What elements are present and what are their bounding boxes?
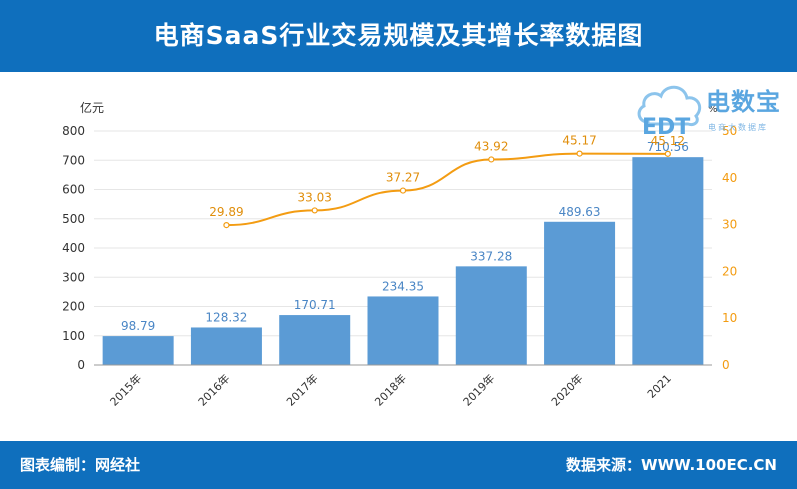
- y2-tick-label: 10: [722, 311, 737, 325]
- bar-value-label: 170.71: [294, 298, 336, 312]
- x-tick-label: 2017年: [283, 371, 320, 408]
- y-tick-label: 400: [62, 241, 85, 255]
- y-tick-label: 0: [77, 358, 85, 372]
- x-tick-label: 2019年: [460, 371, 497, 408]
- growth-line: [226, 152, 668, 227]
- chart-header: 电商SaaS行业交易规模及其增长率数据图: [0, 0, 797, 72]
- y2-tick-label: 40: [722, 171, 737, 185]
- page-title: 电商SaaS行业交易规模及其增长率数据图: [153, 21, 644, 50]
- y-tick-label: 100: [62, 329, 85, 343]
- y-axis-title: 亿元: [80, 100, 104, 115]
- growth-point: [223, 222, 230, 229]
- chart-area: 0 100 200 300 400 500 600 700 800 0 10 20 30 40 50 亿元% 9…: [0, 72, 797, 441]
- y-tick-label: 200: [62, 300, 85, 314]
- cloud-logo-icon: EDT: [637, 85, 702, 140]
- y-tick-label: 700: [62, 153, 85, 167]
- bar-value-label: 710.56: [647, 140, 689, 154]
- chart-footer: 图表编制：网经社 数据来源：WWW.100EC.CN: [0, 441, 797, 489]
- growth-point: [664, 150, 671, 157]
- logo: EDT 电数宝 电商大数据库: [634, 76, 794, 146]
- y2-tick-label: 20: [722, 264, 737, 278]
- logo-brand: 电数宝: [706, 88, 781, 116]
- growth-point: [488, 156, 495, 163]
- growth-point: [576, 150, 583, 157]
- growth-value-label: 33.03: [298, 190, 332, 204]
- logo-mark: EDT: [642, 115, 690, 140]
- y2-tick-label: 0: [722, 358, 730, 372]
- bar-value-label: 98.79: [121, 319, 155, 333]
- y-tick-label: 800: [62, 124, 85, 138]
- bar: [279, 315, 351, 365]
- bar: [190, 327, 262, 365]
- bar: [632, 157, 704, 365]
- x-tick-label: 2018年: [372, 371, 409, 408]
- y2-axis-title: %: [708, 104, 718, 115]
- y-tick-label: 500: [62, 212, 85, 226]
- x-tick-label: 2015年: [107, 371, 144, 408]
- y2-tick-label: 30: [722, 218, 737, 232]
- logo-tagline: 电商大数据库: [708, 123, 768, 132]
- bar-value-label: 489.63: [559, 205, 601, 219]
- y2-tick-label: 50: [722, 124, 737, 138]
- x-tick-label: 2016年: [195, 371, 232, 408]
- growth-value-label: 37.27: [386, 171, 420, 185]
- bar: [367, 296, 439, 365]
- footer-credit: 图表编制：网经社: [20, 456, 141, 474]
- bar: [455, 266, 527, 365]
- growth-value-label: 29.89: [209, 205, 243, 219]
- x-tick-label: 2021: [645, 372, 674, 401]
- y-tick-label: 600: [62, 183, 85, 197]
- bar: [544, 221, 616, 365]
- footer-source: 数据来源：WWW.100EC.CN: [566, 456, 777, 474]
- growth-point: [399, 187, 407, 194]
- bar-value-label: 128.32: [205, 310, 247, 324]
- growth-value-label: 45.12: [651, 134, 685, 148]
- bar-value-label: 337.28: [470, 249, 512, 263]
- combo-chart: 0 100 200 300 400 500 600 700 800 0 10 20 30 40 50 亿元 % 9…: [62, 100, 737, 409]
- growth-point: [311, 207, 318, 214]
- y-tick-label: 300: [62, 270, 85, 284]
- bar: [102, 336, 174, 365]
- x-tick-label: 2020年: [548, 371, 585, 408]
- growth-value-label: 45.17: [562, 134, 596, 148]
- bar-value-label: 234.35: [382, 279, 424, 293]
- growth-value-label: 43.92: [474, 139, 508, 153]
